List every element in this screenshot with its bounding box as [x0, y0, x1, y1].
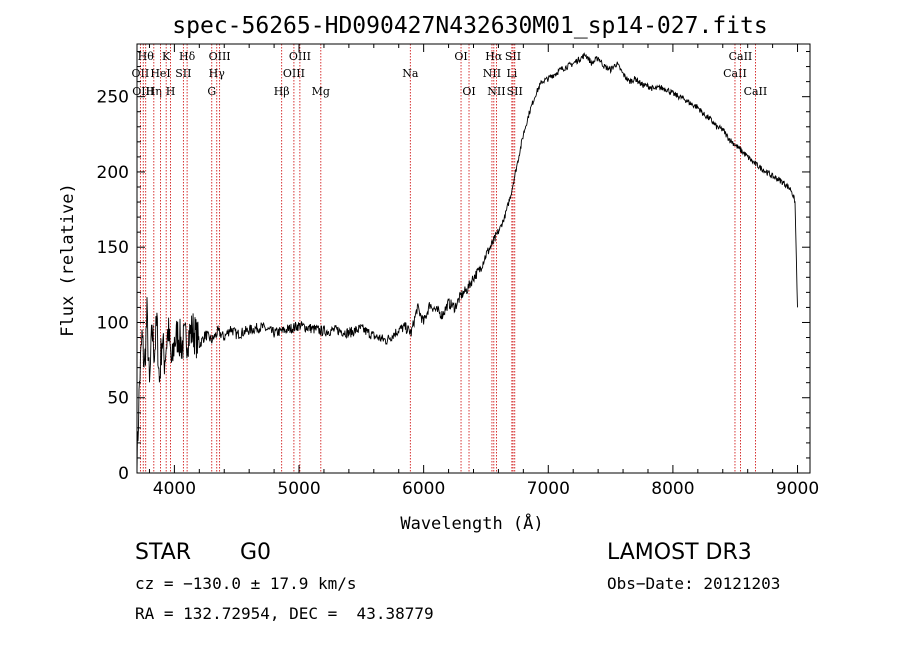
observation-date: Obs−Date: 20121203: [607, 574, 781, 593]
coordinates: RA = 132.72954, DEC = 43.38779: [135, 604, 434, 623]
line-marker-label-21: NII: [487, 85, 505, 98]
redshift-cz: cz = −130.0 ± 17.9 km/s: [135, 574, 357, 593]
line-marker-label-14: OIII: [289, 50, 311, 63]
y-tick-label-0: 0: [118, 464, 129, 484]
x-tick-label-5: 9000: [776, 479, 819, 499]
y-axis: 0 50 100 150 200 250: [97, 51, 810, 484]
y-axis-label: Flux (relative): [58, 183, 78, 337]
survey-name: LAMOST DR3: [607, 540, 752, 565]
spectral-subclass: G0: [240, 540, 272, 565]
line-marker-label-25: CaII: [723, 67, 747, 80]
line-marker-label-11: OIII: [209, 50, 231, 63]
line-marker-label-1: OIII: [132, 85, 154, 98]
object-type: STAR: [135, 540, 192, 565]
y-tick-label-5: 250: [97, 88, 129, 108]
line-marker-label-19: NII: [483, 67, 501, 80]
line-marker-label-27: CaII: [744, 85, 768, 98]
line-marker-label-16: Na: [402, 67, 419, 80]
line-marker-label-6: H: [166, 85, 176, 98]
line-marker-label-17: OI: [454, 50, 467, 63]
spectral-line-markers: OII OIII Hθ Hη HeI K H SII Hδ G Hγ OIII Hβ OIII OIII Mg…: [132, 44, 768, 473]
line-marker-label-3: Hη: [146, 85, 162, 98]
chart-title: spec-56265-HD090427N432630M01_sp14-027.f…: [172, 13, 767, 39]
line-marker-label-24: SII: [507, 85, 523, 98]
y-tick-label-1: 50: [107, 389, 129, 409]
x-axis: 4000 5000 6000 7000 8000 9000: [148, 44, 819, 499]
spectrum-series: [136, 52, 798, 474]
line-marker-label-22: Li: [506, 67, 517, 80]
x-tick-label-4: 8000: [651, 479, 694, 499]
y-tick-label-3: 150: [97, 238, 129, 258]
x-axis-label: Wavelength (Å): [400, 512, 543, 534]
x-tick-label-2: 6000: [402, 479, 445, 499]
line-marker-label-15: Mg: [312, 85, 330, 98]
line-marker-label-4: HeI: [150, 67, 170, 80]
line-marker-label-10: Hγ: [209, 67, 226, 80]
spectrum-line: [136, 52, 798, 474]
line-marker-label-12: Hβ: [274, 85, 290, 98]
line-marker-label-0: OII: [132, 67, 150, 80]
x-tick-label-3: 7000: [527, 479, 570, 499]
y-tick-label-2: 100: [97, 313, 129, 333]
plot-frame: [136, 43, 811, 474]
line-marker-label-23: SII: [505, 50, 521, 63]
line-marker-label-13: OIII: [283, 67, 305, 80]
line-marker-label-2: Hθ: [138, 50, 155, 63]
line-marker-label-7: SII: [175, 67, 191, 80]
line-marker-label-5: K: [162, 50, 171, 63]
line-marker-label-26: CaII: [729, 50, 753, 63]
y-tick-label-4: 200: [97, 163, 129, 183]
line-marker-label-9: G: [207, 85, 216, 98]
x-tick-label-1: 5000: [277, 479, 320, 499]
line-marker-label-20: Hα: [485, 50, 503, 63]
line-marker-label-8: Hδ: [179, 50, 196, 63]
x-tick-label-0: 4000: [153, 479, 196, 499]
line-marker-label-18: OI: [462, 85, 475, 98]
